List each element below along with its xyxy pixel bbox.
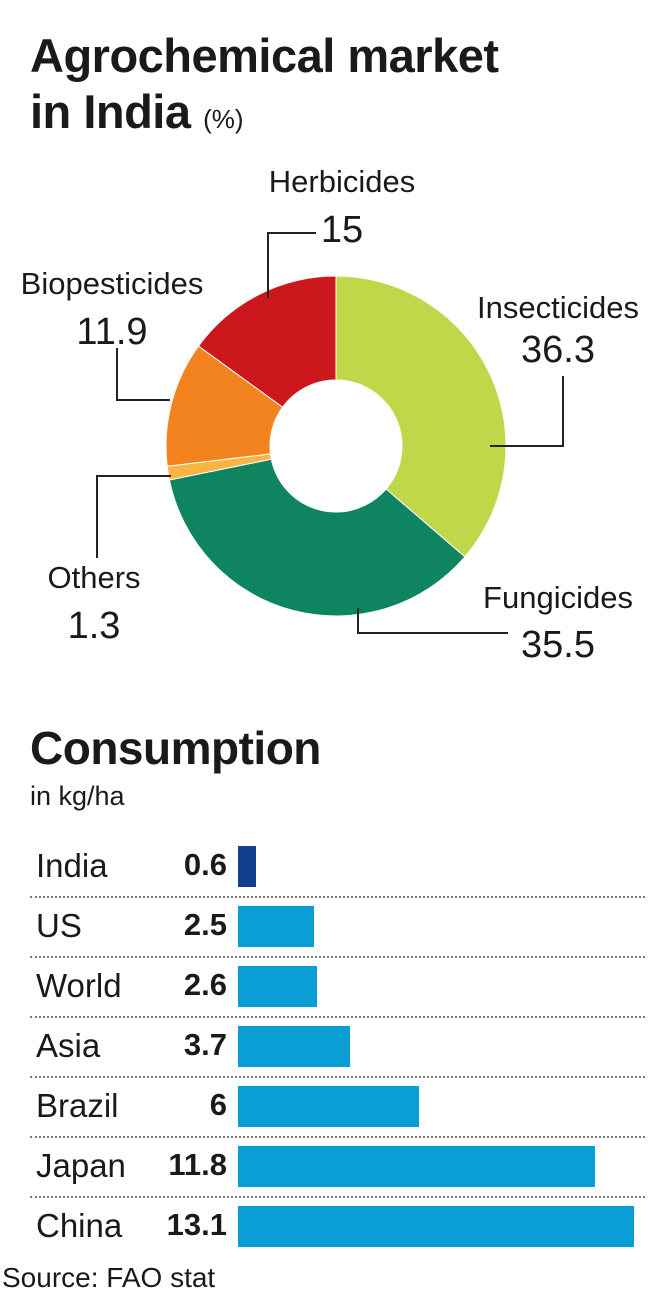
- consumption-subtitle: in kg/ha: [30, 781, 125, 811]
- consumption-bar-chart: India 0.6 US 2.5 World 2.6 Asia 3.7 Brazil 6 Japan…: [30, 838, 645, 1256]
- slice-label-biopesticides: Biopesticides: [21, 266, 204, 301]
- slice-value-biopesticides: 11.9: [76, 311, 147, 353]
- bar-value-label: 2.6: [183, 967, 227, 1002]
- bar-row-china: China 13.1: [30, 1198, 645, 1256]
- slice-value-herbicides: 15: [321, 209, 363, 251]
- leader-line-herbicides: [267, 232, 316, 298]
- bar-india: [238, 846, 257, 887]
- leader-line-biopesticides: [116, 348, 170, 401]
- slice-fungicides: [168, 458, 466, 617]
- bar-category-label: World: [36, 967, 122, 1004]
- bar-category-label: US: [36, 907, 82, 944]
- chart-title: Agrochemical market in India (%): [30, 28, 650, 147]
- bar-japan: [238, 1146, 595, 1187]
- bar-category-label: Japan: [36, 1147, 126, 1184]
- bar-category-label: Asia: [36, 1027, 101, 1064]
- slice-value-insecticides: 36.3: [521, 329, 595, 371]
- slice-label-insecticides: Insecticides: [477, 290, 639, 325]
- slice-label-fungicides: Fungicides: [483, 580, 633, 615]
- bar-value-label: 3.7: [183, 1027, 227, 1062]
- slice-insecticides: [335, 275, 507, 558]
- slice-label-others: Others: [47, 560, 140, 595]
- source-note: Source: FAO stat: [2, 1262, 216, 1293]
- bar-row-world: World 2.6: [30, 958, 645, 1018]
- leader-line-fungicides: [357, 608, 508, 634]
- bar-row-india: India 0.6: [30, 838, 645, 898]
- bar-row-brazil: Brazil 6: [30, 1078, 645, 1138]
- bar-row-us: US 2.5: [30, 898, 645, 958]
- slice-herbicides: [197, 275, 337, 408]
- slice-value-fungicides: 35.5: [521, 624, 595, 666]
- bar-row-japan: Japan 11.8: [30, 1138, 645, 1198]
- bar-value-label: 6: [209, 1087, 227, 1122]
- bar-value-label: 13.1: [166, 1207, 227, 1242]
- bar-us: [238, 906, 314, 947]
- title-line-2: in India: [30, 85, 191, 138]
- bar-brazil: [238, 1086, 420, 1127]
- slice-label-herbicides: Herbicides: [269, 164, 415, 199]
- donut-chart: Insecticides 36.3 Fungicides 35.5 Others 1.3 B…: [21, 164, 639, 666]
- bar-row-asia: Asia 3.7: [30, 1018, 645, 1078]
- bar-china: [238, 1206, 634, 1247]
- consumption-title: Consumption: [30, 722, 321, 774]
- bar-category-label: Brazil: [36, 1087, 119, 1124]
- bar-category-label: China: [36, 1207, 123, 1244]
- title-line-1: Agrochemical market: [30, 29, 499, 82]
- bar-value-label: 2.5: [183, 907, 227, 942]
- bar-asia: [238, 1026, 350, 1067]
- leader-line-insecticides: [490, 376, 564, 447]
- bar-value-label: 11.8: [168, 1147, 227, 1182]
- leader-line-others: [96, 475, 171, 558]
- bar-value-label: 0.6: [183, 847, 227, 882]
- title-unit: (%): [203, 104, 244, 134]
- bar-world: [238, 966, 317, 1007]
- bar-category-label: India: [36, 847, 108, 884]
- slice-value-others: 1.3: [68, 605, 121, 647]
